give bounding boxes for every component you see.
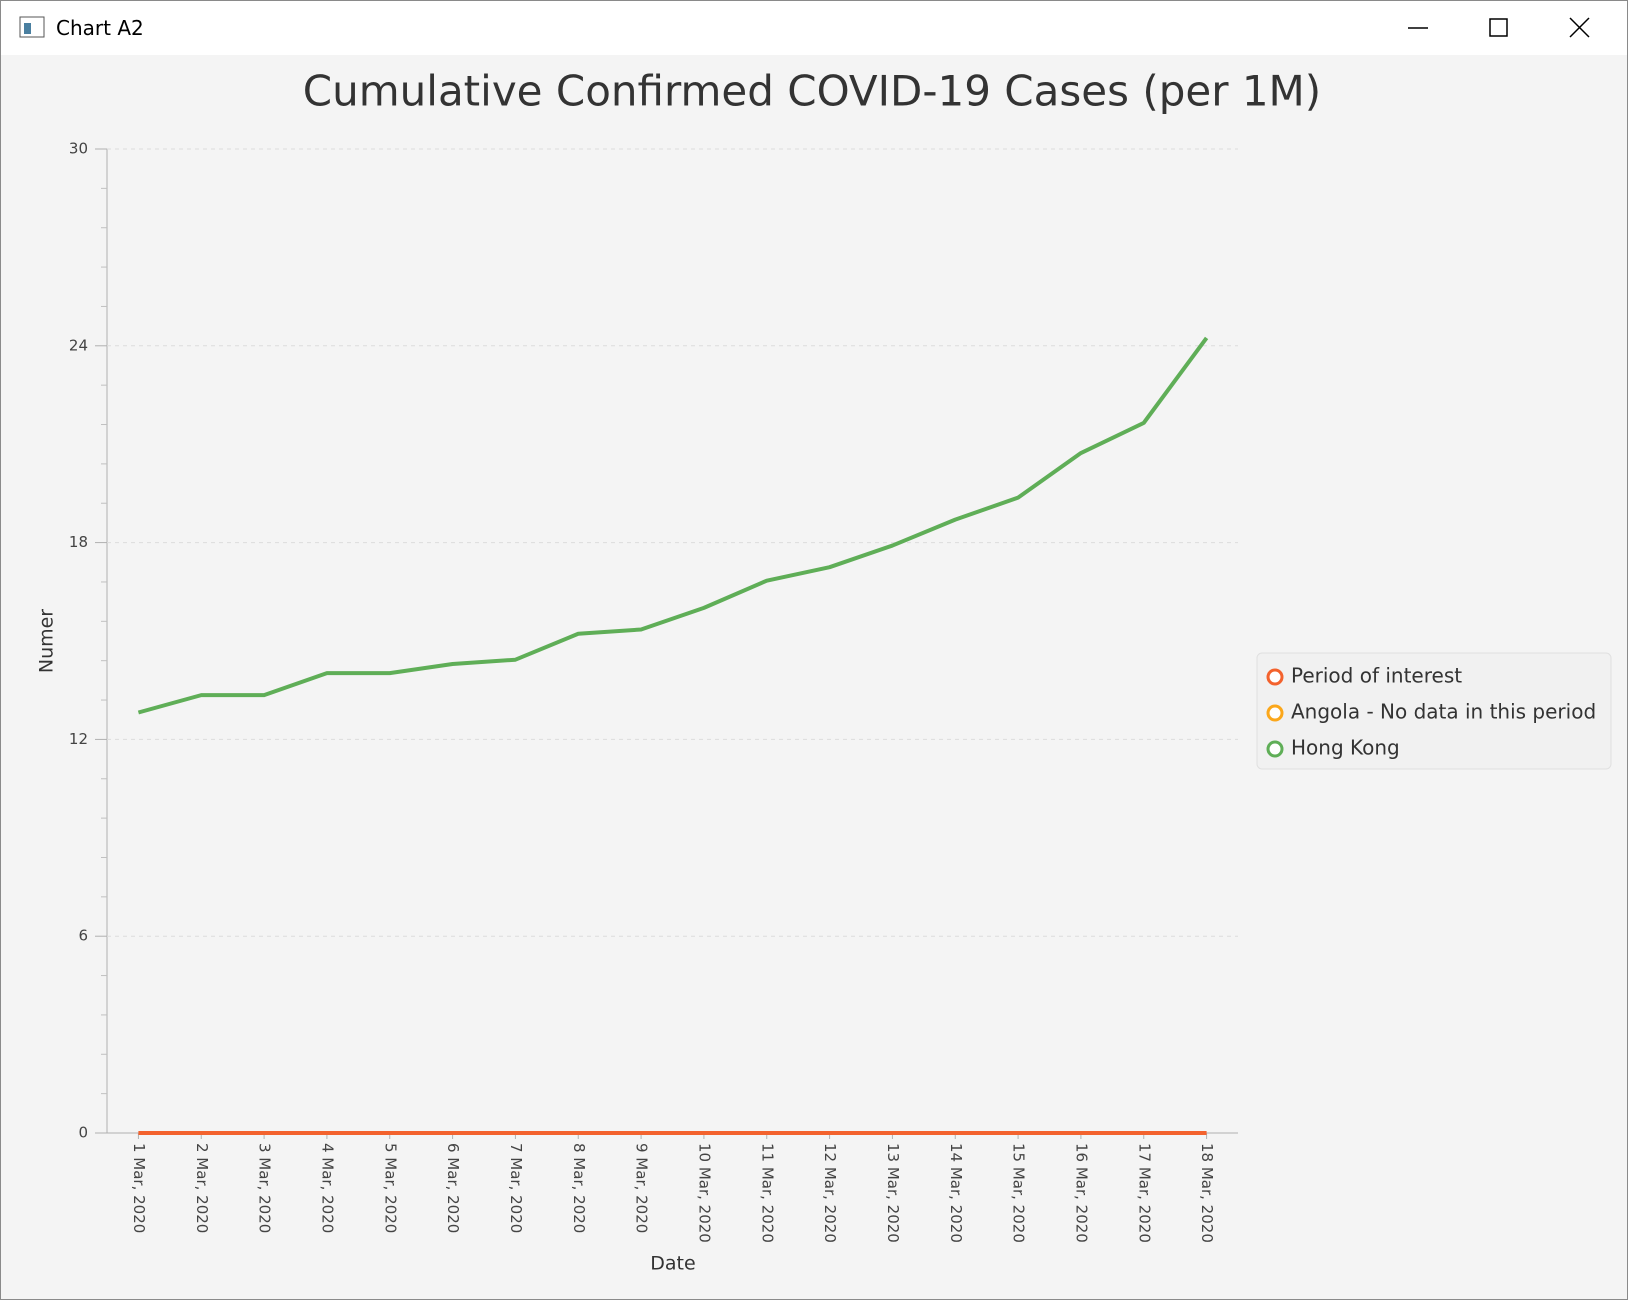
x-tick-label: 9 Mar, 2020 <box>633 1143 651 1233</box>
legend-label: Angola - No data in this period <box>1291 700 1596 724</box>
y-tick-label: 30 <box>69 140 88 158</box>
app-icon-part <box>24 23 31 34</box>
close-button[interactable] <box>1569 17 1590 38</box>
x-tick-label: 13 Mar, 2020 <box>884 1143 902 1243</box>
x-tick-label: 16 Mar, 2020 <box>1072 1143 1090 1243</box>
series-line <box>137 336 1209 715</box>
x-tick-label: 15 Mar, 2020 <box>1010 1143 1028 1243</box>
x-tick-label: 7 Mar, 2020 <box>507 1143 525 1233</box>
x-tick-label: 2 Mar, 2020 <box>193 1143 211 1233</box>
chart-title: Cumulative Confirmed COVID-19 Cases (per… <box>303 67 1321 116</box>
x-tick-label: 4 Mar, 2020 <box>318 1143 336 1233</box>
x-tick-label: 17 Mar, 2020 <box>1135 1143 1153 1243</box>
title-icons <box>19 16 1590 38</box>
x-tick-label: 10 Mar, 2020 <box>695 1143 713 1243</box>
y-axis-label: Numer <box>36 609 58 673</box>
x-tick-label: 12 Mar, 2020 <box>821 1143 839 1243</box>
x-tick-label: 1 Mar, 2020 <box>130 1143 148 1233</box>
x-tick-label: 5 Mar, 2020 <box>381 1143 399 1233</box>
y-tick-label: 24 <box>69 336 88 354</box>
y-tick-label: 6 <box>78 927 88 945</box>
x-axis-label: Date <box>650 1253 695 1275</box>
x-tick-label: 11 Mar, 2020 <box>758 1143 776 1243</box>
legend-marker <box>1266 704 1284 722</box>
window-title: Chart A2 <box>56 16 144 40</box>
legend-box <box>1256 652 1612 770</box>
x-tick-label: 3 Mar, 2020 <box>256 1143 274 1233</box>
legend-label: Period of interest <box>1291 664 1462 688</box>
legend-marker <box>1266 668 1284 686</box>
y-tick-label: 0 <box>78 1124 88 1142</box>
legend-marker <box>1266 740 1284 758</box>
x-tick-label: 14 Mar, 2020 <box>947 1143 965 1243</box>
x-tick-label: 18 Mar, 2020 <box>1198 1143 1216 1243</box>
x-tick-label: 8 Mar, 2020 <box>570 1143 588 1233</box>
y-tick-label: 12 <box>69 730 88 748</box>
y-tick-label: 18 <box>69 533 88 551</box>
legend-label: Hong Kong <box>1291 736 1400 760</box>
x-tick-label: 6 Mar, 2020 <box>444 1143 462 1233</box>
maximize-button[interactable] <box>1489 18 1508 37</box>
title-bar: Chart A2 <box>1 1 1627 55</box>
